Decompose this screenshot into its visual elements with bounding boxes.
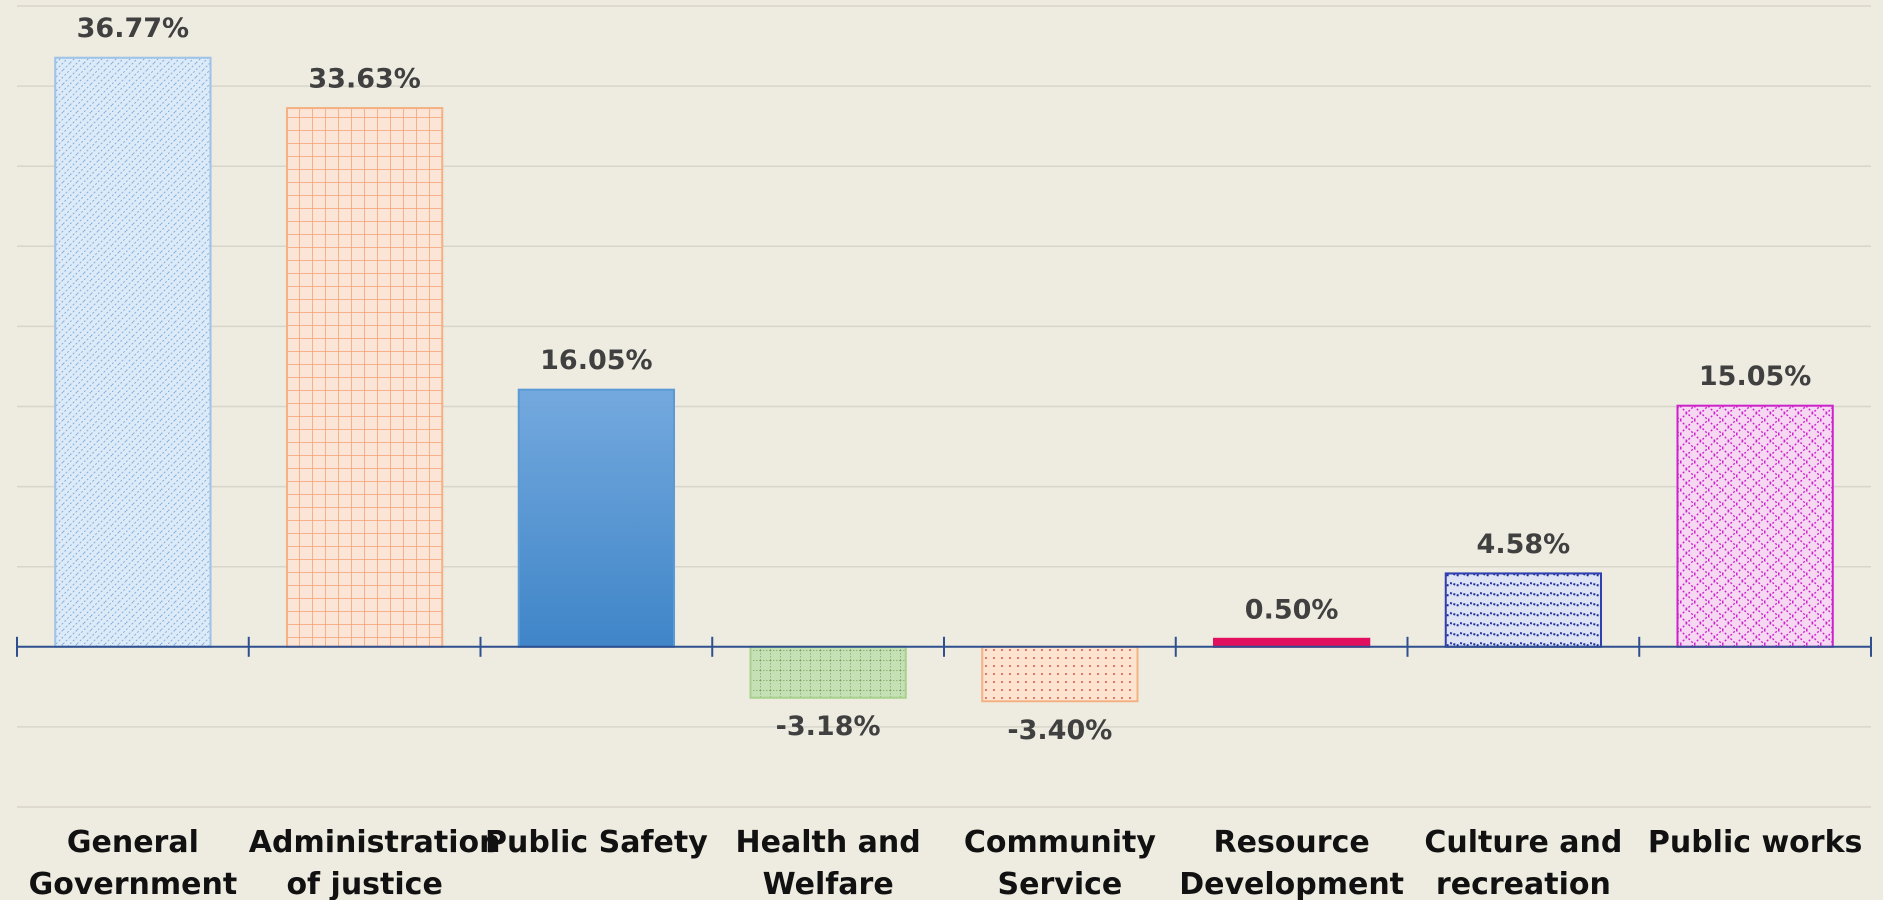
bar <box>981 645 1139 703</box>
data-label: -3.40% <box>1007 715 1112 746</box>
data-label: -3.18% <box>776 711 881 742</box>
bar <box>1212 637 1371 648</box>
bar <box>285 107 444 648</box>
bar <box>54 56 212 648</box>
x-tick-label: Community Service <box>963 825 1156 900</box>
data-label: 0.50% <box>1245 594 1339 625</box>
x-tick-label: General Government <box>28 825 238 900</box>
x-tick-label: Public Safety <box>484 825 708 860</box>
bar <box>517 388 676 648</box>
data-label: 4.58% <box>1477 529 1571 560</box>
x-tick-label: Resource Development <box>1179 825 1405 900</box>
bar <box>1444 572 1603 648</box>
data-label: 15.05% <box>1699 361 1811 392</box>
x-tick-label: Administration of justice <box>248 825 501 900</box>
x-tick-label: Public works <box>1647 825 1863 860</box>
data-label: 36.77% <box>77 13 189 44</box>
data-label: 33.63% <box>308 64 420 95</box>
data-label: 16.05% <box>540 345 652 376</box>
bar <box>1676 404 1834 648</box>
bar <box>749 645 907 699</box>
x-tick-label: Health and Welfare <box>735 825 921 900</box>
x-tick-label: Culture and recreation <box>1424 825 1623 900</box>
